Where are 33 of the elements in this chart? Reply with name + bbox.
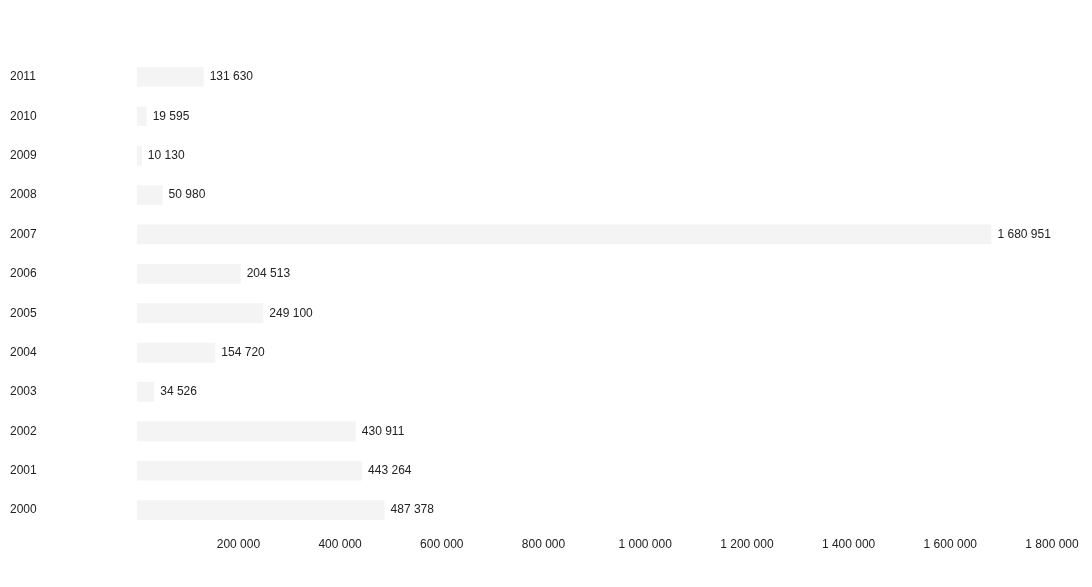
- x-tick-label: 800 000: [521, 537, 566, 552]
- y-tick-label: 2011: [10, 69, 37, 84]
- data-label: 19 595: [152, 108, 190, 123]
- data-label: 204 513: [246, 266, 291, 281]
- x-tick-label: 1 000 000: [618, 537, 673, 552]
- data-label: 131 630: [209, 69, 254, 84]
- x-tick-label: 400 000: [318, 537, 363, 552]
- x-tick-label: 1 200 000: [720, 537, 774, 552]
- data-label: 443 264: [368, 463, 412, 478]
- x-tick-label: 1 800 000: [1025, 537, 1080, 552]
- x-tick-label: 1 400 000: [821, 537, 876, 552]
- y-tick-label: 2005: [10, 305, 38, 320]
- y-tick-label: 2001: [10, 463, 38, 478]
- data-label: 154 720: [221, 344, 266, 359]
- data-label: 50 980: [168, 187, 206, 202]
- y-tick-label: 2000: [10, 502, 38, 517]
- data-label: 1 680 951: [997, 226, 1052, 241]
- data-label: 487 378: [390, 502, 435, 517]
- y-tick-label: 2002: [10, 423, 38, 438]
- data-label: 34 526: [160, 384, 198, 399]
- y-tick-label: 2009: [10, 147, 38, 162]
- y-tick-label: 2010: [10, 108, 38, 123]
- y-tick-label: 2003: [10, 384, 38, 399]
- y-tick-label: 2004: [10, 344, 38, 359]
- y-tick-label: 2006: [10, 266, 38, 281]
- x-tick-label: 200 000: [216, 537, 261, 552]
- data-label: 430 911: [361, 423, 405, 438]
- data-label: 10 130: [147, 147, 185, 162]
- x-tick-label: 1 600 000: [923, 537, 978, 552]
- y-tick-label: 2008: [10, 187, 38, 202]
- x-tick-label: 600 000: [420, 537, 464, 552]
- data-label: 249 100: [269, 305, 314, 320]
- y-tick-label: 2007: [10, 226, 38, 241]
